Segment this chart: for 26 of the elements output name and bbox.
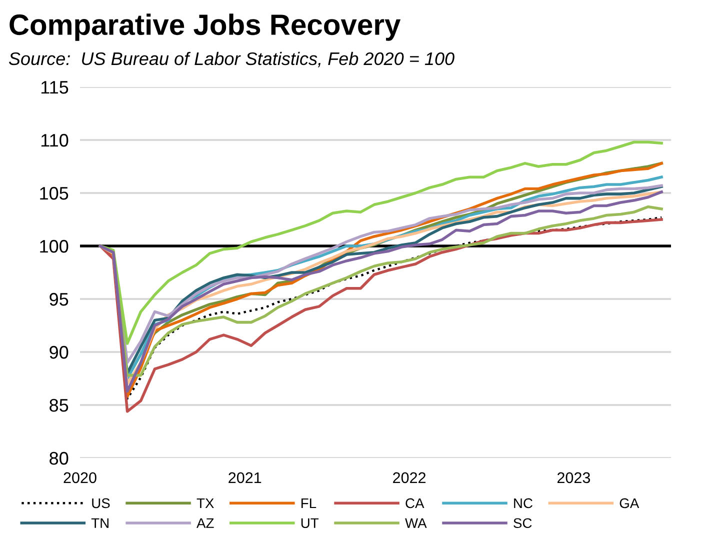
y-tick-label: 105	[40, 186, 68, 200]
legend-label: GA	[620, 498, 640, 508]
chart-subtitle: Source: US Bureau of Labor Statistics, Feb 2020 = 100	[8, 52, 454, 68]
legend-label: SC	[514, 518, 532, 528]
y-tick-label: 115	[41, 81, 68, 94]
legend-label: UT	[301, 518, 319, 528]
legend-label: AZ	[196, 518, 214, 528]
x-tick-label: 2021	[228, 472, 262, 484]
legend-label: FL	[301, 498, 316, 508]
line-series	[98, 140, 663, 345]
y-tick-label: 95	[50, 292, 68, 306]
legend-label: US	[92, 498, 110, 508]
y-tick-label: 100	[40, 240, 68, 253]
y-tick-label: 110	[41, 134, 68, 147]
legend-label: NC	[514, 498, 532, 508]
x-tick-label: 2020	[64, 472, 96, 484]
x-tick-label: 2023	[557, 472, 590, 484]
y-tick-label: 90	[50, 346, 68, 359]
chart-title: Comparative Jobs Recovery	[10, 14, 401, 41]
x-tick-label: 2022	[393, 472, 426, 484]
y-tick-label: 80	[50, 452, 68, 465]
y-tick-label: 85	[50, 398, 68, 412]
legend-label: TN	[91, 518, 108, 528]
legend-label: CA	[406, 498, 424, 508]
legend-label: WA	[405, 518, 427, 528]
legend-label: TX	[196, 498, 214, 508]
